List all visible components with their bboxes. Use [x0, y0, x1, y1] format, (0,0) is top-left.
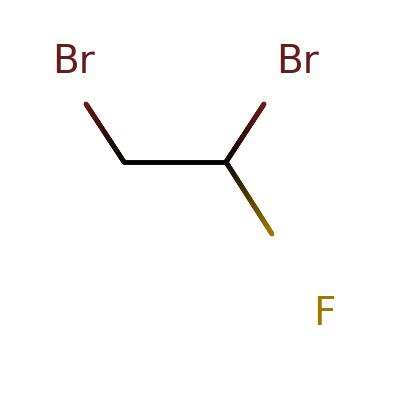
Text: Br: Br	[277, 43, 319, 81]
Text: Br: Br	[53, 43, 95, 81]
Text: F: F	[313, 295, 335, 333]
